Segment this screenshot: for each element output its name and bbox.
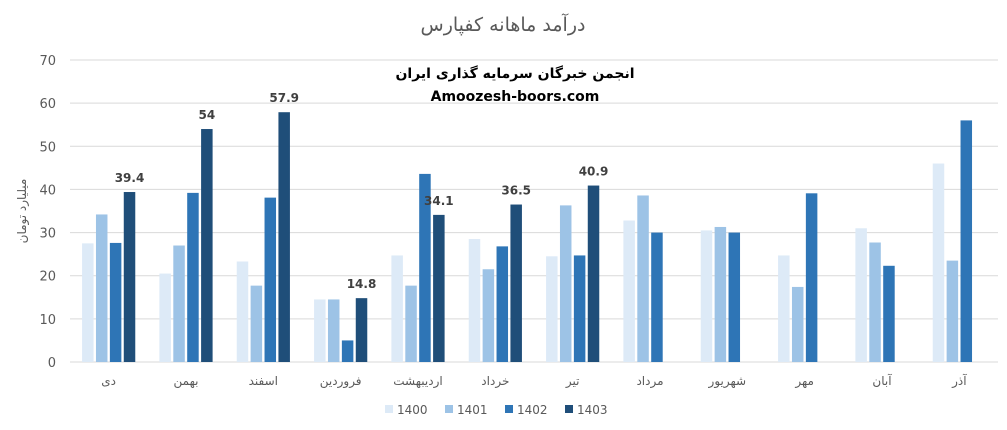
x-tick-label: دی — [101, 374, 116, 388]
bar-1401-4 — [405, 285, 417, 362]
y-axis-label: میلیارد تومان — [15, 179, 30, 244]
data-label: 34.1 — [424, 194, 454, 208]
bar-1400-4 — [391, 255, 403, 362]
data-label: 57.9 — [269, 91, 299, 105]
bar-1402-7 — [651, 232, 663, 362]
data-label: 14.8 — [347, 277, 377, 291]
y-tick-label: 0 — [48, 356, 56, 371]
bar-1402-5 — [496, 246, 509, 362]
gridlines — [70, 59, 998, 363]
bar-1400-1 — [159, 273, 171, 362]
bar-1402-2 — [264, 197, 277, 362]
x-tick-label: بهمن — [174, 374, 199, 389]
bar-1400-9 — [778, 255, 790, 362]
x-tick-label: خرداد — [481, 374, 509, 389]
x-axis-ticks: دی بهمن اسفند فروردین اردیبهشت خرداد تیر مرداد ش… — [101, 373, 967, 389]
bar-1400-2 — [236, 261, 249, 362]
bar-1401-0 — [95, 214, 108, 362]
bar-1403-5 — [510, 204, 522, 362]
bar-1401-1 — [173, 245, 185, 362]
y-axis-ticks: 0 10 20 30 40 50 60 70 — [39, 54, 56, 371]
x-tick-label: مهر — [794, 374, 814, 389]
bar-1401-6 — [559, 205, 572, 362]
bar-1401-9 — [791, 286, 804, 362]
data-label: 36.5 — [501, 184, 531, 198]
bar-1400-5 — [468, 239, 481, 362]
bar-1401-10 — [869, 242, 881, 362]
bar-1400-10 — [855, 228, 867, 362]
bar-1403-4 — [433, 214, 445, 362]
bar-1400-8 — [700, 230, 713, 362]
bar-1401-3 — [327, 299, 340, 362]
bar-1401-5 — [482, 269, 495, 362]
bar-1403-2 — [278, 112, 290, 363]
y-tick-label: 40 — [39, 183, 56, 198]
bar-1402-0 — [109, 242, 122, 362]
bar-1402-1 — [187, 192, 199, 362]
legend-swatch-1402 — [505, 405, 513, 413]
x-tick-label: تیر — [565, 374, 580, 389]
legend-swatch-1403 — [565, 405, 573, 413]
legend-swatch-1401 — [445, 405, 453, 413]
y-tick-label: 60 — [39, 97, 56, 112]
y-tick-label: 10 — [39, 313, 56, 328]
legend-swatch-1400 — [385, 405, 393, 413]
y-tick-label: 30 — [39, 227, 56, 242]
x-tick-label: آذر — [951, 373, 967, 389]
bar-1401-7 — [637, 195, 649, 362]
bar-1400-6 — [546, 256, 558, 362]
bar-1401-8 — [714, 226, 727, 362]
bar-1401-2 — [250, 285, 263, 362]
bar-1403-0 — [123, 192, 136, 362]
chart-title: درآمد ماهانه کفپارس — [421, 12, 586, 36]
y-tick-label: 20 — [39, 270, 56, 285]
bar-1400-3 — [314, 299, 326, 362]
watermark-line-1: انجمن خبرگان سرمایه گذاری ایران — [395, 65, 634, 82]
data-label: 40.9 — [579, 165, 609, 179]
data-label: 54 — [198, 108, 215, 122]
x-tick-label: اسفند — [249, 374, 278, 388]
y-tick-label: 70 — [39, 54, 56, 69]
x-tick-label: شهریور — [708, 374, 747, 389]
bar-1402-4 — [419, 173, 431, 362]
watermark-line-2: Amoozesh-boors.com — [431, 89, 600, 105]
bar-1402-8 — [728, 232, 741, 362]
bar-1402-10 — [883, 265, 895, 362]
x-tick-label: فروردین — [320, 374, 362, 389]
y-tick-label: 50 — [39, 140, 56, 155]
x-tick-label: آبان — [872, 373, 892, 388]
data-label: 39.4 — [115, 171, 145, 185]
x-tick-label: اردیبهشت — [393, 374, 442, 389]
legend-label-1400: 1400 — [397, 403, 428, 417]
bar-1403-6 — [587, 185, 600, 362]
legend-label-1402: 1402 — [517, 403, 548, 417]
bar-1402-3 — [341, 340, 354, 362]
bar-1401-11 — [946, 260, 959, 362]
bar-1403-3 — [355, 298, 368, 362]
legend: 1400 1401 1402 1403 — [385, 403, 608, 417]
bar-1400-7 — [623, 220, 635, 362]
bar-1403-1 — [201, 129, 213, 362]
legend-label-1401: 1401 — [457, 403, 488, 417]
bar-1402-11 — [960, 120, 973, 363]
data-labels: 39.4 54 57.9 14.8 34.1 36.5 40.9 — [115, 91, 609, 291]
bar-1400-11 — [932, 163, 945, 362]
bar-1400-0 — [82, 243, 94, 362]
bar-1402-6 — [573, 255, 586, 362]
bars — [82, 112, 973, 363]
x-tick-label: مرداد — [636, 374, 663, 389]
bar-1402-9 — [805, 193, 818, 362]
legend-label-1403: 1403 — [577, 403, 608, 417]
